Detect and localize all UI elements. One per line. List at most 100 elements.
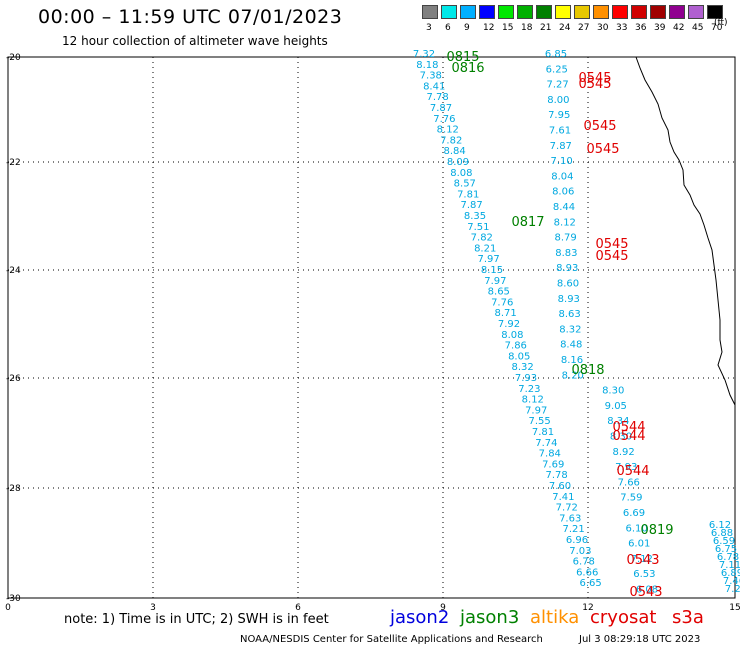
legend-altika: altika: [530, 607, 580, 628]
wave-height-value: 7.21: [562, 524, 584, 535]
scale-label: 30: [597, 23, 609, 33]
footer-credit: NOAA/NESDIS Center for Satellite Applica…: [240, 634, 543, 645]
scale-swatch: [574, 5, 590, 19]
wave-height-value: 7.81: [532, 427, 554, 438]
wave-height-value: 7.82: [471, 233, 493, 244]
pass-time-label: 0543: [629, 585, 662, 600]
scale-label: 9: [464, 23, 470, 33]
y-axis-label: -20: [6, 53, 21, 63]
wave-height-value: 7.66: [618, 477, 640, 488]
map-title: 00:00 – 11:59 UTC 07/01/2023: [38, 6, 343, 28]
wave-height-value: 7.95: [548, 110, 570, 121]
wave-height-value: 7.87: [550, 141, 572, 152]
wave-height-value: 7.10: [550, 156, 572, 167]
wave-height-value: 6.89: [721, 568, 740, 579]
wave-height-value: 7.76: [491, 297, 513, 308]
wave-height-value: 7.81: [457, 189, 479, 200]
pass-time-label: 0544: [616, 464, 649, 479]
wave-height-value: 8.32: [511, 362, 533, 373]
scale-label: 15: [502, 23, 514, 33]
wave-height-value: 8.04: [551, 171, 573, 182]
wave-height-value: 7.23: [518, 384, 540, 395]
x-axis-label: 12: [582, 603, 593, 613]
scale-unit: (ft): [714, 18, 728, 28]
wave-height-value: 6.08: [636, 585, 658, 596]
legend-jason2: jason2: [390, 607, 450, 628]
wave-height-value: 8.30: [602, 386, 624, 397]
wave-height-value: 7.12: [631, 554, 653, 565]
map-subtitle: 12 hour collection of altimeter wave hei…: [62, 34, 328, 48]
wave-height-value: 8.30: [610, 432, 632, 443]
wave-height-value: 7.84: [539, 449, 561, 460]
pass-time-label: 0544: [612, 420, 645, 435]
scale-swatch: [517, 5, 533, 19]
pass-time-label: 0818: [571, 363, 604, 378]
wave-height-value: 9.05: [605, 401, 627, 412]
wave-height-value: 8.41: [423, 81, 445, 92]
scale-swatch: [707, 5, 723, 19]
wave-height-value: 6.96: [566, 535, 588, 546]
wave-height-value: 8.06: [552, 187, 574, 198]
pass-time-label: 0545: [578, 71, 611, 86]
wave-height-value: 8.44: [553, 202, 575, 213]
wave-height-value: 7.92: [498, 319, 520, 330]
wave-height-value: 8.48: [560, 340, 582, 351]
wave-height-value: 8.32: [559, 324, 581, 335]
wave-height-value: 7.86: [505, 341, 527, 352]
scale-label: 12: [483, 23, 495, 33]
y-axis-label: -22: [6, 158, 21, 168]
note-text: note: 1) Time is in UTC; 2) SWH is in fe…: [64, 612, 329, 627]
wave-height-value: 8.15: [481, 265, 503, 276]
x-axis-label: 6: [295, 603, 301, 613]
wave-height-value: 7.32: [413, 49, 435, 60]
wave-height-value: 8.93: [556, 263, 578, 274]
wave-height-value: 6.65: [579, 578, 601, 589]
legend-cryosat: cryosat: [590, 607, 657, 628]
wave-height-value: 6.85: [545, 49, 567, 60]
wave-height-value: 7.72: [556, 503, 578, 514]
wave-height-value: 7.87: [460, 200, 482, 211]
legend-jason3: jason3: [460, 607, 520, 628]
y-axis-label: -26: [6, 374, 21, 384]
scale-swatch: [650, 5, 666, 19]
pass-time-label: 0545: [595, 237, 628, 252]
wave-height-value: 8.09: [447, 157, 469, 168]
scale-swatch: [460, 5, 476, 19]
scale-swatch: [422, 5, 438, 19]
x-axis-label: 9: [440, 603, 446, 613]
legend-s3a: s3a: [672, 607, 704, 628]
wave-height-value: 8.63: [558, 309, 580, 320]
pass-time-label: 0543: [626, 553, 659, 568]
pass-time-label: 0817: [511, 215, 544, 230]
wave-height-value: 7.78: [545, 470, 567, 481]
wave-height-value: 7.97: [484, 276, 506, 287]
wave-height-value: 8.60: [557, 279, 579, 290]
wave-height-value: 8.65: [488, 287, 510, 298]
x-axis-label: 15: [729, 603, 740, 613]
wave-height-value: 7.21: [725, 584, 740, 595]
wave-height-value: 8.35: [464, 211, 486, 222]
wave-height-value: 6.66: [576, 567, 598, 578]
scale-swatch: [688, 5, 704, 19]
pass-time-label: 0819: [640, 523, 673, 538]
scale-label: 18: [521, 23, 533, 33]
wave-height-value: 8.34: [607, 416, 629, 427]
wave-height-value: 7.74: [535, 438, 557, 449]
wave-height-value: 7.03: [569, 546, 591, 557]
wave-height-value: 8.18: [416, 60, 438, 71]
pass-time-label: 0545: [578, 77, 611, 92]
wave-height-value: 7.59: [620, 493, 642, 504]
wave-height-value: 8.20: [562, 370, 584, 381]
scale-label: 3: [426, 23, 432, 33]
pass-time-label: 0816: [451, 61, 484, 76]
wave-height-value: 7.38: [420, 71, 442, 82]
coastline: [635, 56, 736, 406]
pass-time-label: 0544: [612, 429, 645, 444]
wave-height-value: 6.01: [628, 539, 650, 550]
scale-label: 45: [692, 23, 704, 33]
y-axis-label: -28: [6, 484, 21, 494]
wave-height-value: 8.93: [558, 294, 580, 305]
wave-height-value: 7.63: [559, 513, 581, 524]
wave-height-value: 6.69: [623, 508, 645, 519]
